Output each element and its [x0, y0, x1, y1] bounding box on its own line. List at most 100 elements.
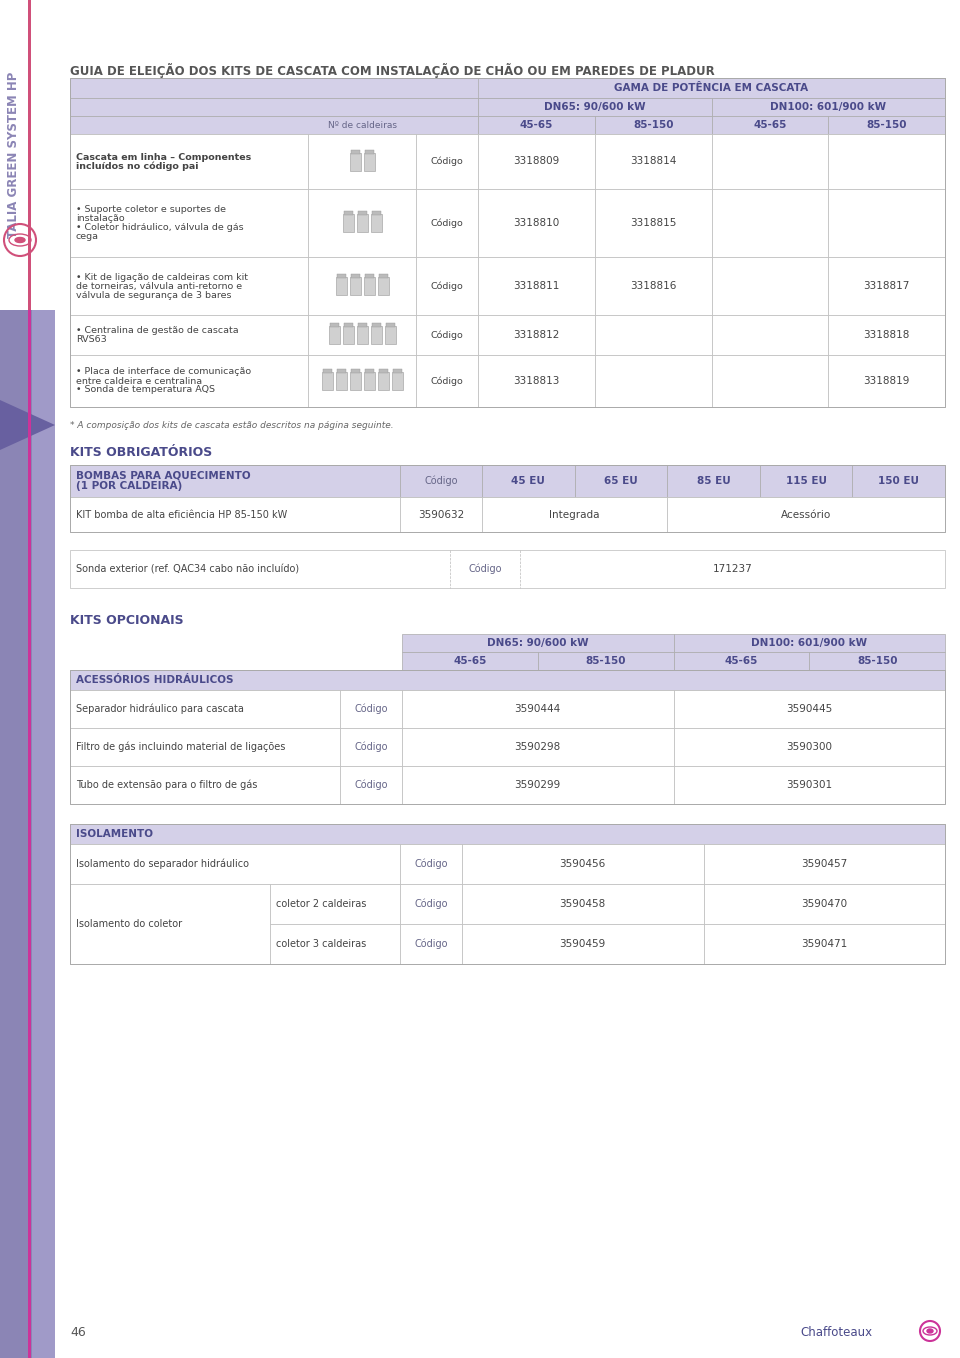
Bar [323, 369, 331, 373]
Ellipse shape [15, 238, 25, 243]
Bar [667, 464, 759, 497]
Bar [595, 115, 711, 134]
Bar [400, 464, 482, 497]
Text: • Suporte coletor e suportes de: • Suporte coletor e suportes de [76, 205, 226, 215]
Bar [711, 257, 828, 315]
Text: 3318819: 3318819 [863, 376, 910, 386]
Bar [350, 369, 359, 373]
Bar [400, 497, 482, 532]
Bar [364, 152, 374, 171]
Bar [365, 274, 373, 278]
Text: 45-65: 45-65 [519, 120, 553, 130]
Text: • Sonda de temperatura AQS: • Sonda de temperatura AQS [76, 386, 215, 395]
Text: • Coletor hidráulico, válvula de gás: • Coletor hidráulico, válvula de gás [76, 223, 244, 232]
Text: 3590632: 3590632 [418, 509, 464, 520]
Text: • Kit de ligação de caldeiras com kit: • Kit de ligação de caldeiras com kit [76, 273, 248, 281]
Text: 171237: 171237 [712, 564, 753, 574]
Bar [356, 215, 368, 232]
Bar [337, 369, 346, 373]
Text: 45-65: 45-65 [453, 656, 487, 665]
Text: Código: Código [354, 703, 388, 714]
Text: Chaffoteaux: Chaffoteaux [800, 1327, 872, 1339]
Bar [595, 354, 711, 407]
Bar [349, 372, 361, 390]
Bar [402, 690, 674, 728]
Bar [70, 884, 270, 964]
Bar [595, 189, 711, 257]
Text: 45-65: 45-65 [725, 656, 758, 665]
Text: KIT bomba de alta eficiência HP 85-150 kW: KIT bomba de alta eficiência HP 85-150 k… [76, 509, 287, 520]
Bar [340, 690, 402, 728]
Bar [711, 354, 828, 407]
Text: 85-150: 85-150 [857, 656, 898, 665]
Bar [809, 652, 945, 669]
Bar [70, 134, 308, 189]
Text: • Placa de interface de comunicação: • Placa de interface de comunicação [76, 368, 252, 376]
Text: 3318813: 3318813 [514, 376, 560, 386]
Text: 3590471: 3590471 [802, 938, 848, 949]
Text: Nº de caldeiras: Nº de caldeiras [327, 121, 396, 129]
Bar [364, 372, 374, 390]
Bar [828, 315, 945, 354]
Bar [343, 326, 353, 344]
Bar [356, 326, 368, 344]
Bar [711, 134, 828, 189]
Text: instalação: instalação [76, 215, 125, 223]
Bar [70, 354, 308, 407]
Text: 3318817: 3318817 [863, 281, 910, 291]
Text: válvula de segurança de 3 bares: válvula de segurança de 3 bares [76, 291, 231, 300]
Bar [667, 497, 945, 532]
Bar [400, 884, 462, 923]
Bar [371, 326, 381, 344]
Bar [828, 354, 945, 407]
Text: 85-150: 85-150 [866, 120, 907, 130]
Ellipse shape [927, 1329, 933, 1334]
Bar [482, 497, 667, 532]
Bar [337, 274, 346, 278]
Bar [478, 354, 595, 407]
Text: cega: cega [76, 232, 99, 240]
Bar [70, 189, 308, 257]
Text: Tubo de extensão para o filtro de gás: Tubo de extensão para o filtro de gás [76, 779, 257, 790]
Bar [674, 690, 945, 728]
Text: 115 EU: 115 EU [785, 477, 827, 486]
Text: Código: Código [431, 156, 464, 166]
Bar [70, 497, 400, 532]
Bar [335, 372, 347, 390]
Bar [402, 652, 538, 669]
Bar [308, 354, 416, 407]
Bar [357, 323, 367, 327]
Text: 3590459: 3590459 [560, 938, 606, 949]
Bar [538, 652, 674, 669]
Bar [674, 766, 945, 804]
Bar [308, 315, 416, 354]
Text: Código: Código [431, 281, 464, 291]
Text: RVS63: RVS63 [76, 335, 107, 344]
Bar [70, 669, 945, 690]
Text: GAMA DE POTÊNCIA EM CASCATA: GAMA DE POTÊNCIA EM CASCATA [614, 83, 808, 92]
Text: 65 EU: 65 EU [604, 477, 637, 486]
Bar [704, 884, 945, 923]
Bar [416, 354, 478, 407]
Text: Código: Código [415, 899, 447, 910]
Text: incluídos no código pai: incluídos no código pai [76, 162, 199, 171]
Bar [344, 323, 352, 327]
Bar [322, 372, 332, 390]
Text: BOMBAS PARA AQUECIMENTO: BOMBAS PARA AQUECIMENTO [76, 470, 251, 479]
Text: Filtro de gás incluindo material de ligações: Filtro de gás incluindo material de liga… [76, 741, 285, 752]
Bar [704, 845, 945, 884]
Text: Código: Código [424, 475, 458, 486]
Bar [70, 315, 308, 354]
Text: KITS OBRIGATÓRIOS: KITS OBRIGATÓRIOS [70, 447, 212, 459]
Text: Acessório: Acessório [781, 509, 831, 520]
Bar [416, 134, 478, 189]
Text: Isolamento do separador hidráulico: Isolamento do separador hidráulico [76, 858, 249, 869]
Bar [378, 274, 388, 278]
Bar [482, 464, 575, 497]
Bar [400, 923, 462, 964]
Bar [402, 766, 674, 804]
Text: Código: Código [431, 376, 464, 386]
Text: 3318816: 3318816 [630, 281, 676, 291]
Text: KITS OPCIONAIS: KITS OPCIONAIS [70, 614, 183, 626]
Text: Código: Código [431, 219, 464, 228]
